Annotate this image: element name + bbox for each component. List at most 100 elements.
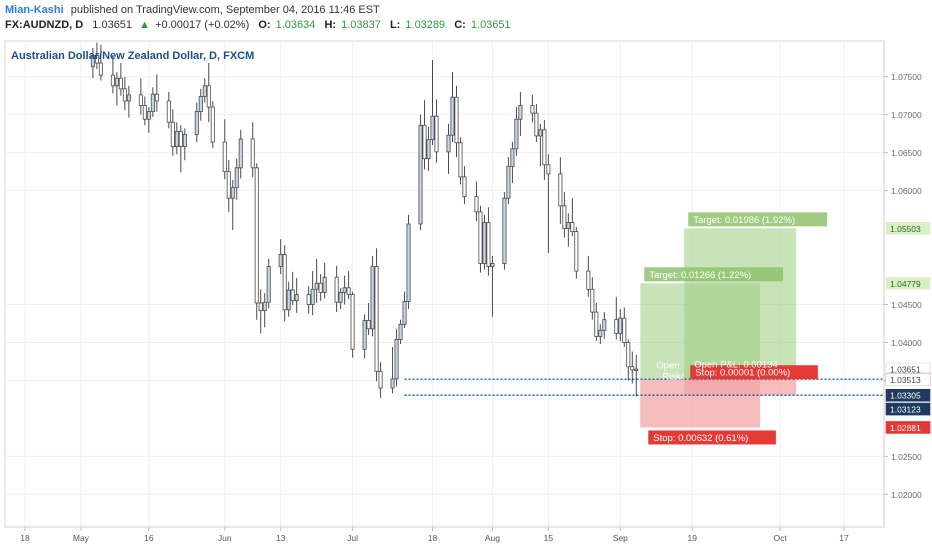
svg-text:FX:AUDNZD, D 1.03651: FX:AUDNZD, D 1.03651 ▲ +0.00017 (+0.02%)… [5, 19, 511, 31]
target-label-bg [644, 267, 784, 282]
target-label-bg [688, 212, 828, 227]
price-tick-label: 1.02500 [891, 452, 922, 462]
candle-body [558, 173, 563, 207]
stop-label: Stop: 0.00632 (0.61%) [653, 433, 748, 444]
candle-body [206, 85, 211, 108]
candle-body [462, 176, 467, 198]
candle-body [258, 302, 263, 311]
price-badge-bg [885, 222, 931, 235]
candle-body [98, 62, 103, 76]
candle-body [150, 93, 155, 113]
candle-body [94, 55, 99, 64]
candle-body [250, 138, 255, 169]
candle-body [254, 167, 259, 304]
candle-body [530, 105, 535, 114]
candle-body [350, 294, 355, 350]
candle-body [194, 111, 199, 135]
candle-body [342, 287, 347, 293]
price-badge-bg [885, 388, 931, 402]
candles [90, 42, 639, 398]
candle-body [310, 288, 315, 305]
svg-text:Mian-Kashi published on: Mian-Kashi published on TradingView.com,… [5, 4, 380, 16]
candle-body [514, 118, 519, 150]
price-badge-bg [885, 277, 931, 290]
candle-body [474, 196, 479, 213]
ohlc-low-label: L: [390, 19, 400, 31]
candle-body [122, 88, 127, 102]
time-tick-label: 16 [144, 533, 154, 543]
candle-body [114, 77, 119, 87]
last-price: 1.03651 [92, 19, 132, 31]
price-badge: 1.03651 [890, 364, 921, 374]
price-badge: 1.04779 [890, 279, 921, 289]
candle-body [110, 74, 115, 87]
candle-body [394, 339, 399, 380]
candle-body [590, 288, 595, 313]
candle-body [146, 111, 151, 120]
time-tick-label: 19 [687, 533, 697, 543]
price-badge: 1.03123 [890, 405, 921, 415]
up-arrow-icon: ▲ [139, 19, 150, 31]
candle-body [482, 222, 487, 264]
symbol-label: FX:AUDNZD, D [5, 19, 83, 31]
ohlc-open-value: 1.03634 [276, 19, 316, 31]
candle-body [142, 105, 147, 120]
target-label: Target: 0.01266 (1.22%) [649, 270, 751, 281]
target-zone-long [684, 228, 797, 380]
candle-body [170, 121, 175, 147]
candle-body [602, 319, 607, 331]
candle-body [510, 148, 515, 167]
author-name[interactable]: Mian-Kashi [5, 4, 64, 16]
candle-body [378, 370, 383, 389]
open-pl-label: Open P&L: 0.00134 [694, 359, 777, 370]
price-badges: 1.055031.047791.036511.035171.035161.035… [885, 222, 931, 434]
price-badge-bg [885, 373, 931, 386]
candle-body [446, 134, 451, 153]
candle-body [222, 141, 227, 173]
candle-body [614, 319, 619, 334]
price-tick-label: 1.06000 [891, 186, 922, 196]
price-tick-label: 1.04000 [891, 338, 922, 348]
candle-body [370, 266, 375, 330]
candle-body [534, 112, 539, 137]
candle-body [434, 115, 439, 153]
ohlc-high-value: 1.03837 [341, 19, 381, 31]
candle-body [290, 289, 295, 302]
candle-body [574, 231, 579, 272]
position-labels: Target: 0.01266 (1.22%) Stop: 0.00632 (0.… [644, 212, 828, 445]
price-badge: 1.05503 [890, 224, 921, 234]
price-tick-label: 1.07500 [891, 72, 922, 82]
candle-body [338, 291, 343, 303]
time-tick-label: Jun [218, 533, 232, 543]
candle-body [362, 320, 367, 350]
candle-body [398, 323, 403, 340]
candle-body [486, 222, 491, 267]
candle-body [570, 222, 575, 233]
candle-body [90, 55, 95, 68]
time-tick-label: 17 [839, 533, 849, 543]
candle-body [266, 266, 271, 303]
publish-info: published on TradingView.com, September … [71, 4, 380, 16]
candle-body [566, 222, 571, 229]
candle-body [630, 366, 635, 371]
chart-header: Mian-Kashi published on TradingView.com,… [5, 4, 511, 31]
time-tick-label: Sep [613, 533, 628, 543]
ohlc-open-label: O: [258, 19, 270, 31]
stop-label-bg [648, 430, 776, 445]
candle-body [634, 368, 639, 371]
candle-body [430, 115, 435, 141]
ohlc-high-label: H: [324, 19, 336, 31]
candle-body [426, 139, 431, 160]
candle-body [506, 165, 511, 199]
time-tick-label: 15 [544, 533, 554, 543]
price-badge: 1.03513 [890, 375, 921, 385]
candle-body [294, 294, 299, 302]
candle-body [118, 77, 123, 90]
stop-zone-long [684, 379, 797, 396]
time-axis[interactable] [5, 527, 884, 550]
time-tick-label: 18 [20, 533, 30, 543]
candle-body [238, 138, 243, 169]
candle-body [262, 301, 267, 311]
candle-body [318, 282, 323, 293]
